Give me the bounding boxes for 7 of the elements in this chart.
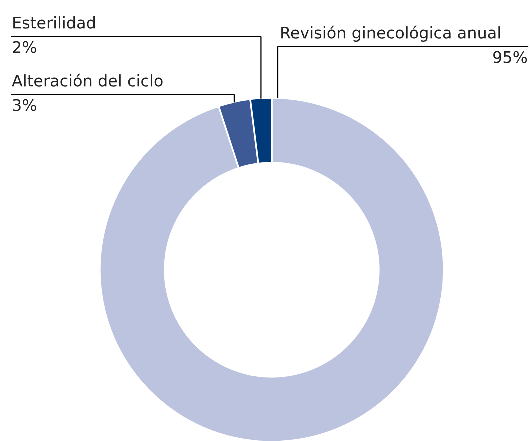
data-label: 2% bbox=[13, 41, 36, 54]
data-label: 3% bbox=[13, 99, 36, 112]
slice-label: Esterilidad bbox=[14, 16, 95, 29]
donut-slice bbox=[99, 97, 445, 441]
data-label: 95% bbox=[494, 51, 528, 64]
slice-label: Revisión ginecológica anual bbox=[282, 26, 500, 42]
slice-label: Alteración del ciclo bbox=[12, 74, 163, 87]
